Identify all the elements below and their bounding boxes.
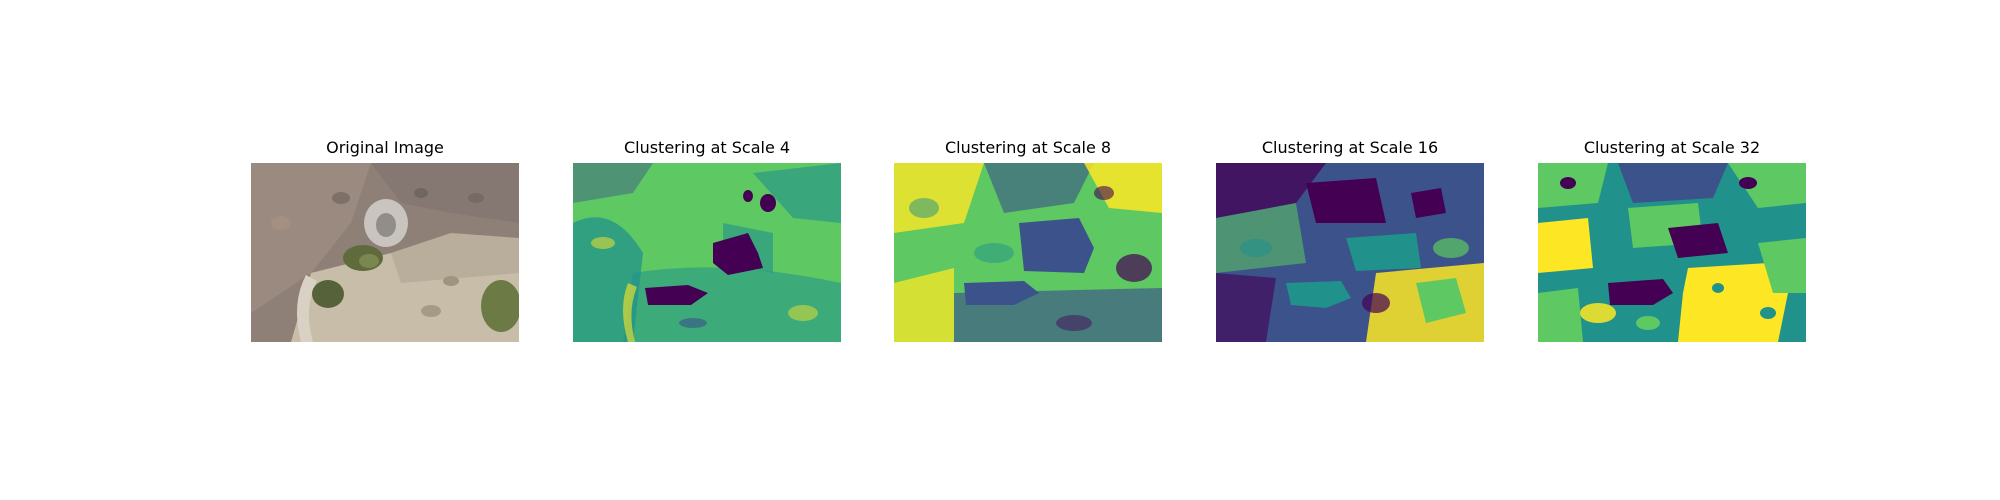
panel-title: Clustering at Scale 32 — [1583, 138, 1761, 157]
cluster-map-scale-8 — [894, 163, 1162, 342]
cluster-map-scale-16 — [1216, 163, 1484, 342]
panel-title: Original Image — [326, 138, 444, 157]
panel-title: Clustering at Scale 16 — [1261, 138, 1439, 157]
original-image — [251, 163, 519, 342]
cluster-map-scale-4 — [573, 163, 841, 342]
panel-title: Clustering at Scale 8 — [944, 138, 1112, 157]
cluster-map-scale-32 — [1538, 163, 1806, 342]
panel-title: Clustering at Scale 4 — [623, 138, 791, 157]
